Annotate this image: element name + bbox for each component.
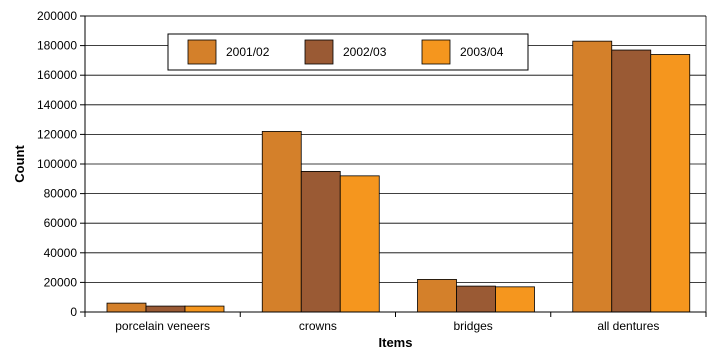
y-tick-label: 60000 (44, 216, 78, 230)
y-tick-labels: 0 20000 40000 60000 80000 100000 120000 140000 1… (37, 9, 77, 319)
x-tick-labels: porcelain veneers crowns bridges all dentur… (115, 319, 659, 333)
y-tick-label: 160000 (37, 68, 77, 82)
bar-crowns-2003-04 (339, 175, 380, 313)
bar-all-dentures-2001-02 (572, 40, 613, 313)
bars (106, 40, 691, 313)
x-tick-label: crowns (299, 319, 337, 333)
x-axis-title: Items (379, 335, 413, 350)
y-tick-label: 120000 (37, 127, 77, 141)
y-tick-label: 40000 (44, 246, 78, 260)
x-tick-label: bridges (453, 319, 492, 333)
y-tick-label: 0 (70, 305, 77, 319)
y-tick-label: 20000 (44, 275, 78, 289)
legend-swatch (187, 39, 217, 65)
bar-bridges-2001-02 (417, 279, 457, 313)
legend-box (167, 33, 529, 71)
y-tick-label: 140000 (37, 98, 77, 112)
y-tick-label: 80000 (44, 187, 78, 201)
legend-swatch (421, 39, 451, 65)
legend-label: 2003/04 (460, 45, 504, 59)
bar-porcelain-veneers-2002-03 (145, 305, 186, 313)
legend: 2001/02 2002/03 2003/04 (167, 33, 529, 71)
bar-bridges-2002-03 (456, 285, 496, 313)
bar-crowns-2001-02 (261, 131, 302, 313)
y-axis-title: Count (12, 145, 27, 183)
bar-all-dentures-2002-03 (611, 49, 652, 313)
legend-label: 2002/03 (343, 45, 387, 59)
legend-swatch (304, 39, 334, 65)
y-tick-label: 180000 (37, 39, 77, 53)
bar-porcelain-veneers-2003-04 (184, 305, 225, 313)
x-tick-label: porcelain veneers (115, 319, 210, 333)
x-tick-label: all dentures (597, 319, 659, 333)
bar-bridges-2003-04 (495, 286, 535, 313)
axes (80, 15, 707, 317)
bar-crowns-2002-03 (300, 170, 341, 313)
y-tick-label: 100000 (37, 157, 77, 171)
y-tick-label: 200000 (37, 9, 77, 23)
legend-label: 2001/02 (226, 45, 270, 59)
bar-all-dentures-2003-04 (650, 54, 691, 313)
bar-porcelain-veneers-2001-02 (106, 302, 147, 313)
